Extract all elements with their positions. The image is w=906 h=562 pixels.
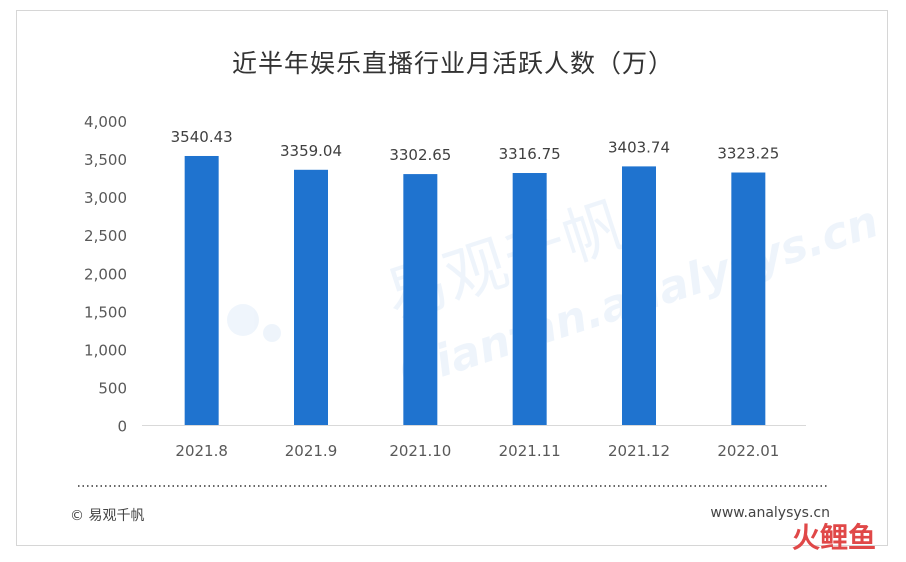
brand-logo-text: 火鲤鱼 (791, 521, 876, 554)
y-tick-label: 500 (98, 379, 127, 397)
x-tick-label: 2021.8 (175, 442, 228, 460)
y-tick-label: 3,500 (84, 151, 127, 169)
y-tick-label: 0 (117, 418, 127, 436)
x-tick-label: 2022.01 (717, 442, 779, 460)
y-tick-label: 1,000 (84, 341, 127, 359)
watermark-logo-icon (227, 304, 259, 336)
x-tick-label: 2021.12 (608, 442, 670, 460)
y-tick-label: 4,000 (84, 113, 127, 131)
x-axis: 2021.8 2021.9 2021.10 2021.11 2021.12 2022.01 (175, 442, 779, 460)
y-tick-label: 2,500 (84, 227, 127, 245)
y-tick-label: 2,000 (84, 265, 127, 283)
x-tick-label: 2021.10 (389, 442, 451, 460)
bar-data-label: 3540.43 (171, 128, 233, 146)
y-tick-label: 3,000 (84, 189, 127, 207)
data-labels: 3540.43 3359.04 3302.65 3316.75 3403.74 3323.… (171, 128, 780, 164)
bar (512, 173, 547, 426)
bar-data-label: 3359.04 (280, 142, 342, 160)
bar (731, 172, 766, 426)
bar-data-label: 3316.75 (499, 145, 561, 163)
y-axis: 0 500 1,000 1,500 2,000 2,500 3,000 3,500 4,000 (84, 113, 127, 436)
bar-data-label: 3403.74 (608, 138, 670, 156)
x-tick-label: 2021.9 (285, 442, 338, 460)
y-tick-label: 1,500 (84, 303, 127, 321)
x-tick-label: 2021.11 (499, 442, 561, 460)
bars (184, 155, 766, 426)
bar (403, 174, 438, 426)
bar (294, 169, 328, 426)
chart-title: 近半年娱乐直播行业月活跃人数（万） (231, 49, 674, 78)
bar (622, 166, 656, 426)
source-url: www.analysys.cn (710, 505, 830, 521)
bar-data-label: 3323.25 (717, 145, 779, 163)
source-label: © 易观千帆 (70, 508, 145, 524)
bar (184, 155, 219, 426)
bar-data-label: 3302.65 (389, 146, 451, 164)
